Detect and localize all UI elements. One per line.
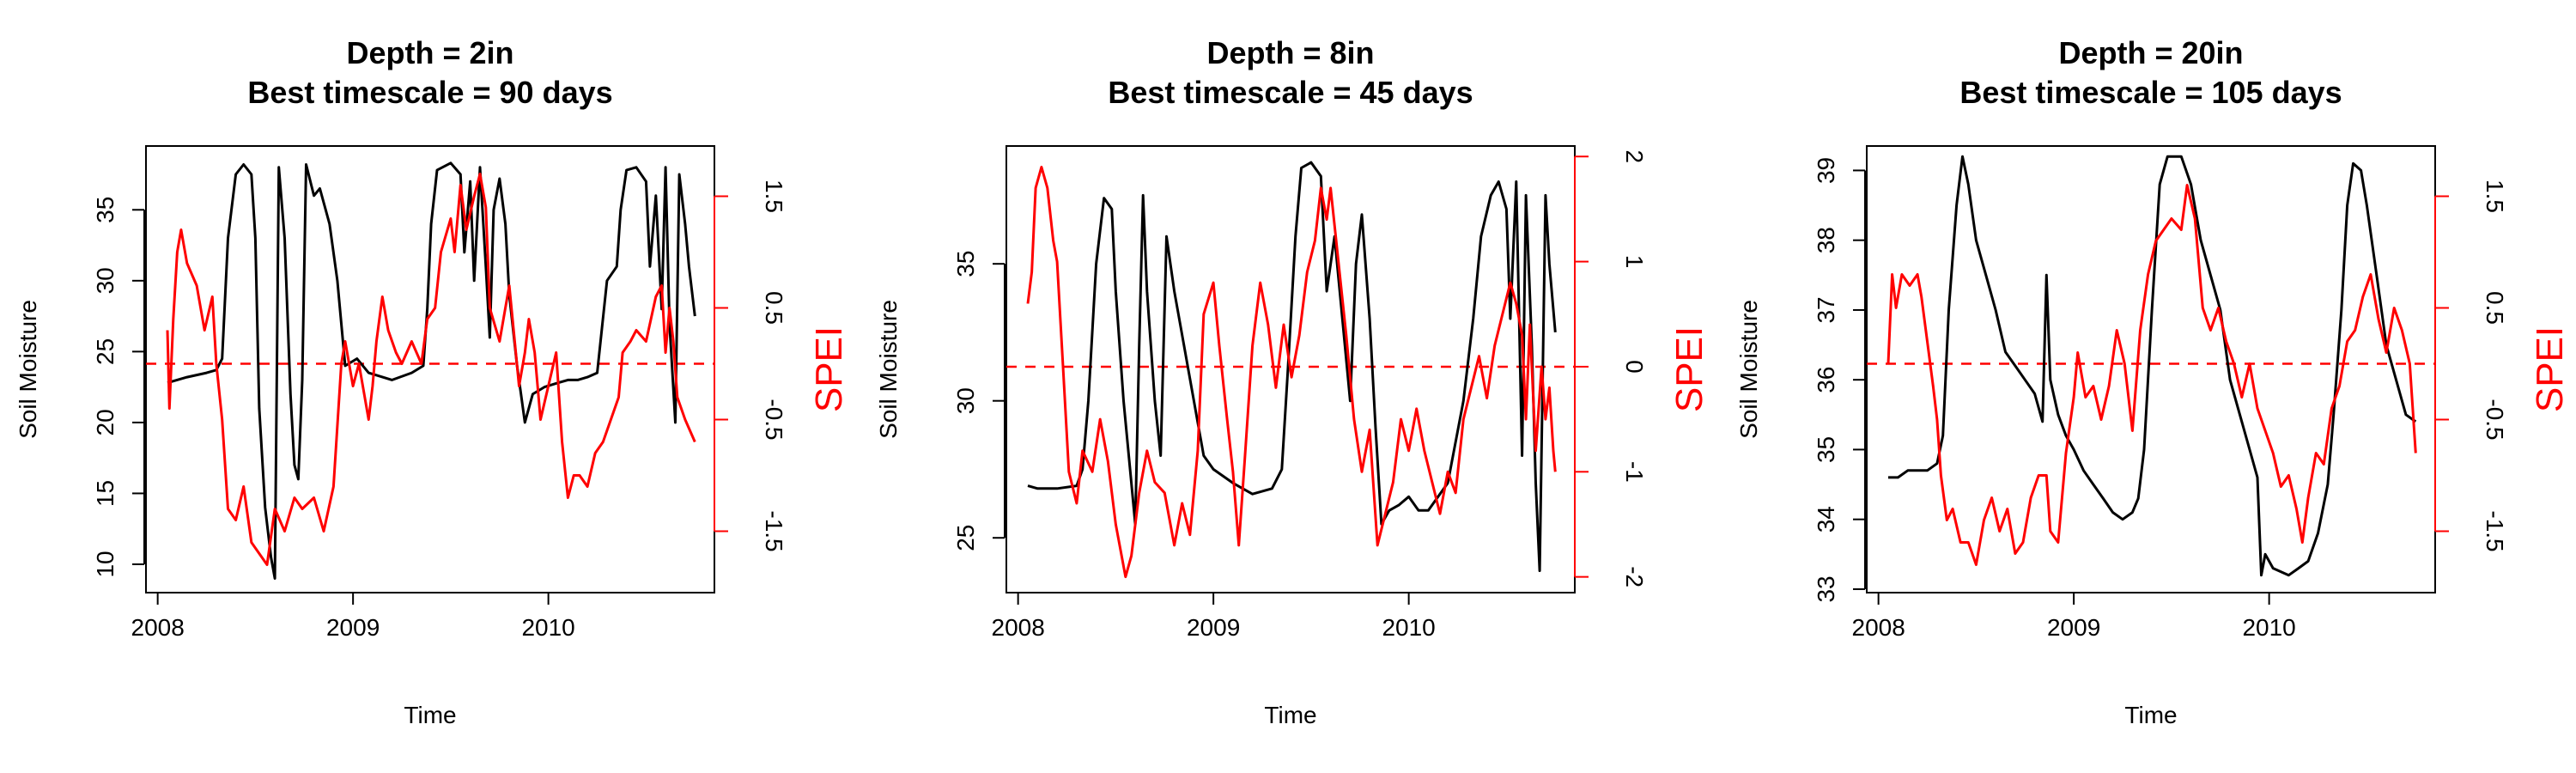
y-tick-label: 25 (92, 338, 118, 365)
y2-tick-label: -1.5 (2482, 510, 2508, 551)
chart-panel-1: Depth = 2in Best timescale = 90 days 2008 2… (15, 35, 850, 728)
y-tick-label: 20 (92, 409, 118, 435)
spei-line (166, 173, 696, 566)
y-tick-label: 34 (1813, 506, 1839, 533)
y2-tick-label: -0.5 (2482, 399, 2508, 440)
spei-line (1026, 166, 1557, 579)
y-tick-label: 30 (92, 267, 118, 294)
y2-axis-title: SPEI (2529, 326, 2571, 412)
y2-tick-label: 2 (1621, 149, 1648, 163)
chart-title-line-2: Best timescale = 105 days (1959, 75, 2342, 110)
x-tick-label: 2008 (1852, 614, 1905, 641)
y-tick-label: 30 (952, 387, 979, 414)
x-axis-title: Time (2124, 702, 2177, 728)
x-tick-label: 2008 (992, 614, 1045, 641)
chart-title-line-1: Depth = 20in (2058, 35, 2243, 70)
chart-title-line-2: Best timescale = 45 days (1108, 75, 1473, 110)
y-tick-label: 35 (952, 251, 979, 277)
y-tick-label: 36 (1813, 367, 1839, 393)
x-tick-label: 2010 (1382, 614, 1435, 641)
x-axis-title: Time (404, 702, 456, 728)
y2-tick-label: 0 (1621, 360, 1648, 374)
soil-moisture-line (1888, 155, 2417, 577)
y-tick-label: 33 (1813, 575, 1839, 602)
y2-tick-label: 0.5 (761, 291, 787, 325)
y-tick-label: 15 (92, 480, 118, 507)
x-tick-label: 2008 (131, 614, 185, 641)
y-tick-label: 37 (1813, 296, 1839, 323)
y2-tick-label: -1.5 (761, 510, 787, 551)
y-axis-title: Soil Moisture (15, 300, 41, 439)
chart-title-line-1: Depth = 2in (346, 35, 513, 70)
x-axis-title: Time (1264, 702, 1316, 728)
x-tick-label: 2010 (521, 614, 574, 641)
chart-panel-2: Depth = 8in Best timescale = 45 days 2008 2… (875, 35, 1710, 728)
chart-panel-3: Depth = 20in Best timescale = 105 days 200… (1735, 35, 2571, 728)
chart-title-line-1: Depth = 8in (1206, 35, 1374, 70)
y2-tick-label: -0.5 (761, 399, 787, 440)
y-tick-label: 35 (1813, 436, 1839, 463)
y2-tick-label: 1.5 (761, 180, 787, 213)
y2-axis-title: SPEI (808, 326, 850, 412)
y-axis-title: Soil Moisture (1735, 300, 1762, 439)
y2-tick-label: 1 (1621, 255, 1648, 269)
y2-tick-label: 1.5 (2482, 180, 2508, 213)
y2-tick-label: -1 (1621, 461, 1648, 483)
y-tick-label: 38 (1813, 227, 1839, 253)
plot-frame (1866, 145, 2436, 593)
spei-line (1886, 184, 2417, 566)
y-tick-label: 35 (92, 197, 118, 223)
y2-axis-title: SPEI (1668, 326, 1710, 412)
chart-title-line-2: Best timescale = 90 days (247, 75, 612, 110)
y-tick-label: 25 (952, 525, 979, 551)
y2-tick-label: 0.5 (2482, 291, 2508, 325)
x-tick-label: 2010 (2242, 614, 2295, 641)
soil-moisture-line (1027, 161, 1557, 572)
x-tick-label: 2009 (326, 614, 380, 641)
y-tick-label: 39 (1813, 157, 1839, 184)
soil-moisture-line (167, 161, 696, 580)
x-tick-label: 2009 (1187, 614, 1240, 641)
y2-tick-label: -2 (1621, 566, 1648, 587)
y-tick-label: 10 (92, 551, 118, 577)
x-tick-label: 2009 (2047, 614, 2100, 641)
y-axis-title: Soil Moisture (875, 300, 902, 439)
